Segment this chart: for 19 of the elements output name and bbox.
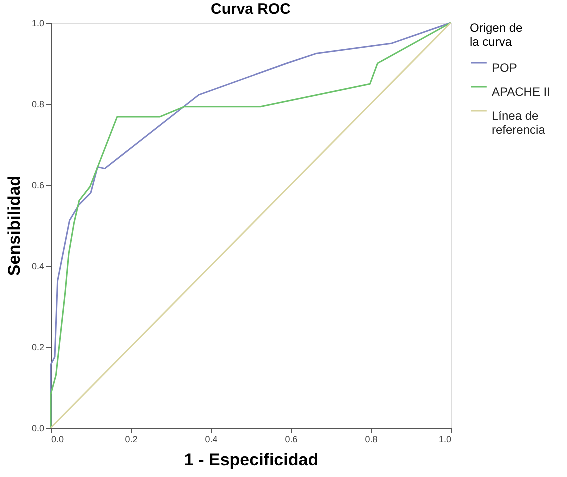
x-tick-label: 0.2 [125, 434, 138, 444]
x-tick-label: 0.6 [285, 434, 298, 444]
y-tick-label: 1.0 [32, 18, 44, 28]
legend-label: POP [492, 61, 518, 75]
y-tick-label: 0.0 [32, 424, 44, 434]
chart-title: Curva ROC [210, 1, 292, 18]
y-tick-label: 0.6 [32, 180, 44, 190]
y-axis-title: Sensibilidad [4, 176, 24, 276]
x-axis-title: 1 - Especificidad [184, 450, 319, 470]
legend-label: Línea de referencia [492, 109, 546, 137]
x-tick-label: 1.0 [438, 434, 452, 444]
legend-title: Origen de la curva [470, 21, 524, 49]
x-tick-label: 0.0 [52, 434, 64, 444]
x-tick-label: 0.8 [365, 434, 378, 444]
y-tick-label: 0.8 [32, 100, 44, 110]
x-tick-label: 0.4 [205, 434, 218, 444]
y-tick-label: 0.4 [32, 262, 44, 272]
y-tick-label: 0.2 [32, 342, 44, 352]
legend-label: APACHE II [492, 85, 550, 99]
